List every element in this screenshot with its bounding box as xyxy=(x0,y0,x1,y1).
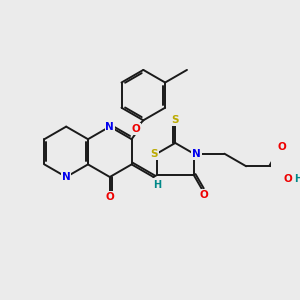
Text: S: S xyxy=(172,115,179,125)
Text: H: H xyxy=(295,174,300,184)
Text: O: O xyxy=(200,190,208,200)
Text: N: N xyxy=(62,172,70,182)
Text: N: N xyxy=(192,149,201,159)
Text: O: O xyxy=(284,174,293,184)
Text: S: S xyxy=(150,149,158,159)
Text: N: N xyxy=(105,122,114,132)
Text: O: O xyxy=(277,142,286,152)
Text: H: H xyxy=(153,180,161,190)
Text: O: O xyxy=(105,192,114,202)
Text: O: O xyxy=(132,124,140,134)
